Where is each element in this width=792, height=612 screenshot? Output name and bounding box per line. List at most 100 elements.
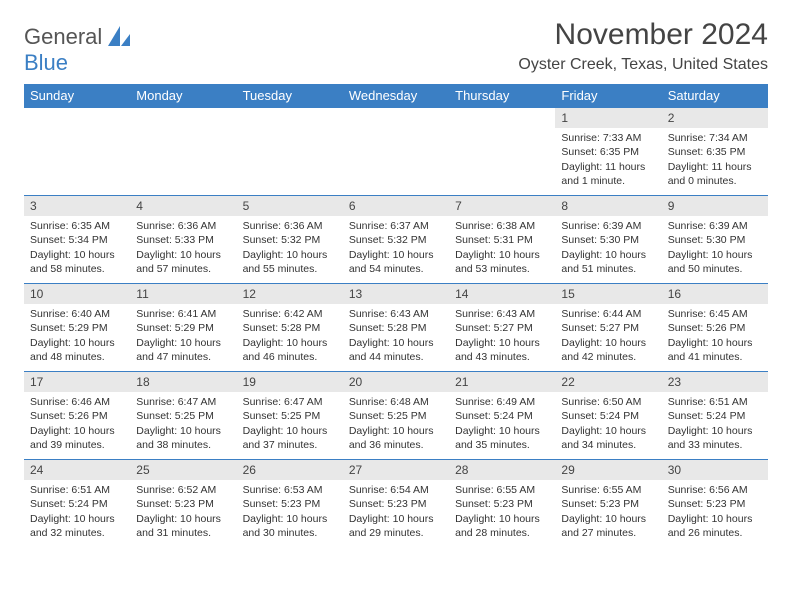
day-number: 13 [343,284,449,304]
day-body: Sunrise: 6:43 AMSunset: 5:28 PMDaylight:… [343,304,449,368]
day-body: Sunrise: 6:55 AMSunset: 5:23 PMDaylight:… [555,480,661,544]
day-sunrise-text: Sunrise: 6:51 AM [30,483,124,497]
day-body: Sunrise: 6:47 AMSunset: 5:25 PMDaylight:… [130,392,236,456]
day-number: 6 [343,196,449,216]
day-sunset-text: Sunset: 5:24 PM [455,409,549,423]
day-number: 3 [24,196,130,216]
day-dl1-text: Daylight: 10 hours [30,248,124,262]
day-dl2-text: and 35 minutes. [455,438,549,452]
day-sunset-text: Sunset: 5:23 PM [668,497,762,511]
calendar-day-cell: 14Sunrise: 6:43 AMSunset: 5:27 PMDayligh… [449,284,555,372]
day-body: Sunrise: 6:44 AMSunset: 5:27 PMDaylight:… [555,304,661,368]
day-sunrise-text: Sunrise: 6:36 AM [136,219,230,233]
day-dl2-text: and 41 minutes. [668,350,762,364]
calendar-week-row: 24Sunrise: 6:51 AMSunset: 5:24 PMDayligh… [24,460,768,548]
day-number: 10 [24,284,130,304]
day-dl1-text: Daylight: 10 hours [455,336,549,350]
day-number: 25 [130,460,236,480]
day-body: Sunrise: 6:51 AMSunset: 5:24 PMDaylight:… [24,480,130,544]
day-sunrise-text: Sunrise: 6:37 AM [349,219,443,233]
day-body: Sunrise: 6:42 AMSunset: 5:28 PMDaylight:… [237,304,343,368]
day-body: Sunrise: 6:54 AMSunset: 5:23 PMDaylight:… [343,480,449,544]
day-sunrise-text: Sunrise: 6:39 AM [668,219,762,233]
day-dl2-text: and 1 minute. [561,174,655,188]
day-dl2-text: and 46 minutes. [243,350,337,364]
calendar-day-cell: 16Sunrise: 6:45 AMSunset: 5:26 PMDayligh… [662,284,768,372]
day-sunset-text: Sunset: 5:28 PM [349,321,443,335]
day-sunset-text: Sunset: 5:23 PM [136,497,230,511]
day-sunset-text: Sunset: 5:25 PM [136,409,230,423]
day-sunrise-text: Sunrise: 6:35 AM [30,219,124,233]
day-dl1-text: Daylight: 10 hours [349,248,443,262]
day-dl2-text: and 0 minutes. [668,174,762,188]
day-dl2-text: and 29 minutes. [349,526,443,540]
sail-icon [106,24,132,55]
day-sunset-text: Sunset: 5:29 PM [136,321,230,335]
calendar-day-cell: 23Sunrise: 6:51 AMSunset: 5:24 PMDayligh… [662,372,768,460]
calendar-day-cell: 13Sunrise: 6:43 AMSunset: 5:28 PMDayligh… [343,284,449,372]
day-sunset-text: Sunset: 5:25 PM [243,409,337,423]
day-body: Sunrise: 7:34 AMSunset: 6:35 PMDaylight:… [662,128,768,192]
weekday-header: Saturday [662,84,768,108]
day-sunrise-text: Sunrise: 6:52 AM [136,483,230,497]
day-body: Sunrise: 6:43 AMSunset: 5:27 PMDaylight:… [449,304,555,368]
day-dl2-text: and 38 minutes. [136,438,230,452]
day-number: 2 [662,108,768,128]
day-sunrise-text: Sunrise: 6:40 AM [30,307,124,321]
day-body: Sunrise: 6:52 AMSunset: 5:23 PMDaylight:… [130,480,236,544]
day-dl1-text: Daylight: 10 hours [455,248,549,262]
day-number: 12 [237,284,343,304]
calendar-day-cell: 7Sunrise: 6:38 AMSunset: 5:31 PMDaylight… [449,196,555,284]
day-number: 21 [449,372,555,392]
weekday-header: Friday [555,84,661,108]
calendar-day-cell: 11Sunrise: 6:41 AMSunset: 5:29 PMDayligh… [130,284,236,372]
calendar-day-cell: 4Sunrise: 6:36 AMSunset: 5:33 PMDaylight… [130,196,236,284]
day-number: 18 [130,372,236,392]
day-sunrise-text: Sunrise: 6:43 AM [455,307,549,321]
day-sunset-text: Sunset: 5:26 PM [668,321,762,335]
day-dl1-text: Daylight: 10 hours [243,512,337,526]
calendar-day-cell: 3Sunrise: 6:35 AMSunset: 5:34 PMDaylight… [24,196,130,284]
day-sunset-text: Sunset: 5:23 PM [561,497,655,511]
day-dl1-text: Daylight: 10 hours [136,336,230,350]
day-dl1-text: Daylight: 11 hours [561,160,655,174]
day-sunrise-text: Sunrise: 6:53 AM [243,483,337,497]
calendar-table: Sunday Monday Tuesday Wednesday Thursday… [24,84,768,548]
day-sunset-text: Sunset: 5:32 PM [349,233,443,247]
day-dl2-text: and 30 minutes. [243,526,337,540]
day-dl1-text: Daylight: 10 hours [561,248,655,262]
day-sunset-text: Sunset: 5:27 PM [455,321,549,335]
day-dl1-text: Daylight: 10 hours [668,248,762,262]
day-dl2-text: and 43 minutes. [455,350,549,364]
day-dl1-text: Daylight: 10 hours [668,336,762,350]
day-dl1-text: Daylight: 10 hours [243,248,337,262]
day-dl1-text: Daylight: 10 hours [30,336,124,350]
day-sunset-text: Sunset: 5:24 PM [561,409,655,423]
day-dl2-text: and 54 minutes. [349,262,443,276]
day-number: 23 [662,372,768,392]
weekday-header: Wednesday [343,84,449,108]
calendar-day-cell: 9Sunrise: 6:39 AMSunset: 5:30 PMDaylight… [662,196,768,284]
day-body: Sunrise: 6:41 AMSunset: 5:29 PMDaylight:… [130,304,236,368]
day-sunset-text: Sunset: 5:30 PM [668,233,762,247]
day-number: 1 [555,108,661,128]
calendar-week-row: 1Sunrise: 7:33 AMSunset: 6:35 PMDaylight… [24,108,768,196]
day-body: Sunrise: 6:35 AMSunset: 5:34 PMDaylight:… [24,216,130,280]
day-dl1-text: Daylight: 10 hours [243,424,337,438]
day-dl1-text: Daylight: 10 hours [668,512,762,526]
day-dl2-text: and 57 minutes. [136,262,230,276]
day-sunset-text: Sunset: 5:27 PM [561,321,655,335]
day-dl2-text: and 55 minutes. [243,262,337,276]
day-sunrise-text: Sunrise: 6:45 AM [668,307,762,321]
location-text: Oyster Creek, Texas, United States [518,56,768,74]
calendar-day-cell: 19Sunrise: 6:47 AMSunset: 5:25 PMDayligh… [237,372,343,460]
day-number: 30 [662,460,768,480]
calendar-week-row: 10Sunrise: 6:40 AMSunset: 5:29 PMDayligh… [24,284,768,372]
day-body: Sunrise: 6:56 AMSunset: 5:23 PMDaylight:… [662,480,768,544]
day-dl2-text: and 39 minutes. [30,438,124,452]
day-sunset-text: Sunset: 5:32 PM [243,233,337,247]
day-body: Sunrise: 6:37 AMSunset: 5:32 PMDaylight:… [343,216,449,280]
calendar-day-cell: 8Sunrise: 6:39 AMSunset: 5:30 PMDaylight… [555,196,661,284]
day-sunrise-text: Sunrise: 6:49 AM [455,395,549,409]
day-dl2-text: and 26 minutes. [668,526,762,540]
